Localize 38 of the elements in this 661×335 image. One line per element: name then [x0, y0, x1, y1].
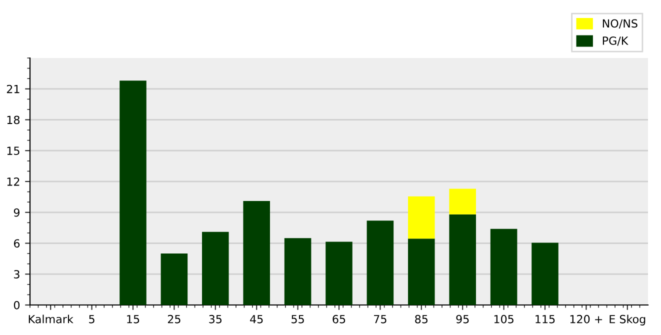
bar	[532, 242, 558, 305]
y-tick-label: 12	[7, 177, 20, 186]
y-tick-label: 0	[14, 300, 20, 310]
bar	[160, 254, 188, 305]
x-tick-label: 75	[374, 315, 386, 324]
x-tick-label: 95	[456, 314, 469, 324]
legend-label: NO/NS	[602, 19, 638, 28]
bar	[408, 196, 435, 239]
y-tick-label: 9	[14, 208, 20, 217]
x-tick-label: 45	[250, 315, 263, 324]
x-tick-label: 115	[536, 315, 555, 324]
x-tick-label: E Skog	[610, 314, 646, 326]
bar	[202, 232, 229, 305]
x-tick-label: 120 +	[570, 314, 602, 324]
bar	[326, 242, 352, 305]
x-tick-label: Kalmark	[28, 314, 74, 324]
x-tick-label: 105	[494, 314, 514, 324]
bar	[490, 228, 518, 305]
bar	[120, 80, 146, 305]
x-tick-label: 5	[89, 315, 94, 324]
y-tick-label: 15	[7, 146, 20, 156]
y-tick-label: 18	[7, 116, 20, 124]
legend-label: PG/K	[602, 36, 628, 46]
y-tick-label: 6	[14, 239, 20, 248]
x-tick-label: 25	[168, 314, 180, 324]
bar	[449, 214, 476, 305]
x-tick-label: 65	[332, 314, 346, 324]
y-tick-label: 21	[6, 84, 20, 94]
bar	[366, 220, 394, 305]
x-tick-label: 85	[415, 314, 428, 324]
bar	[408, 238, 435, 305]
x-tick-label: 55	[292, 315, 304, 324]
x-tick-label: 15	[127, 315, 140, 324]
bar	[449, 188, 476, 214]
bar	[284, 238, 312, 305]
bar	[243, 201, 270, 305]
x-tick-label: 35	[209, 314, 222, 324]
y-tick-label: 3	[14, 270, 20, 279]
